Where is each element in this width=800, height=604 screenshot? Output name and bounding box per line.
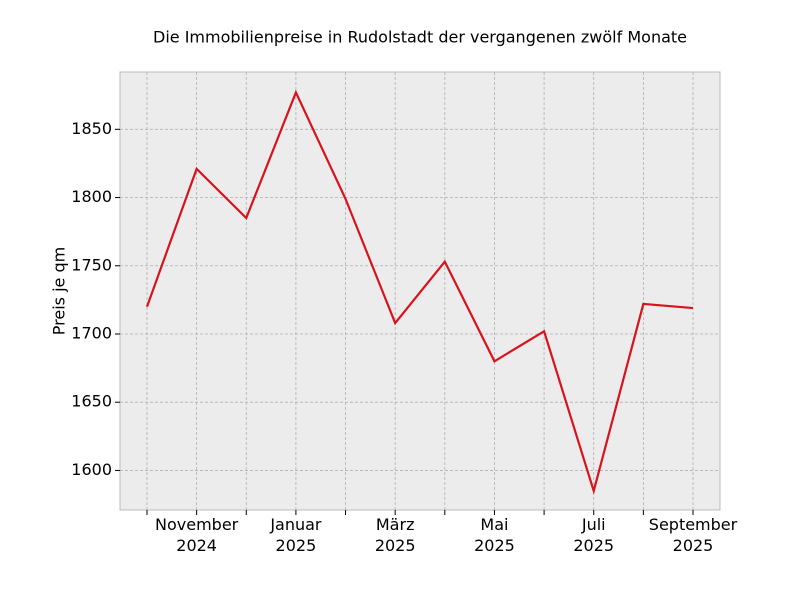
x-tick-label: März [376, 515, 415, 534]
y-tick-label: 1750 [71, 255, 112, 274]
x-tick-label: 2025 [673, 536, 714, 555]
x-tick-label: November [155, 515, 239, 534]
x-tick-label: Mai [480, 515, 508, 534]
y-tick-label: 1800 [71, 187, 112, 206]
y-tick-label: 1650 [71, 392, 112, 411]
x-tick-label: Juli [581, 515, 606, 534]
x-tick-label: 2025 [276, 536, 317, 555]
x-tick-label: 2024 [176, 536, 217, 555]
y-tick-label: 1700 [71, 323, 112, 342]
x-tick-label: 2025 [573, 536, 614, 555]
data-line [145, 89, 694, 495]
y-axis-label: Preis je qm [50, 247, 69, 335]
x-tick-label: 2025 [474, 536, 515, 555]
x-tick-label: 2025 [375, 536, 416, 555]
y-tick-label: 1600 [71, 460, 112, 479]
chart-title: Die Immobilienpreise in Rudolstadt der v… [153, 28, 687, 47]
x-tick-label: Januar [269, 515, 322, 534]
x-tick-label: September [649, 515, 738, 534]
y-tick-label: 1850 [71, 119, 112, 138]
